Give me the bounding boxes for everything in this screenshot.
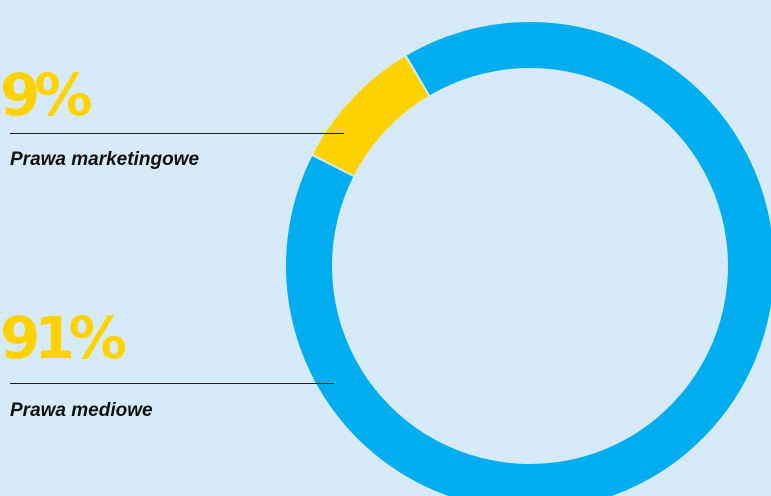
donut-slice-marketing [313,56,429,176]
slice-value-label-marketing: 9% [0,61,93,129]
leader-line-marketing [10,133,344,134]
slice-category-label-marketing: Prawa marketingowe [10,149,200,170]
leader-line-media [10,383,334,384]
slice-value-label-media: 91% [0,304,127,372]
slice-category-label-media: Prawa mediowe [10,400,153,421]
